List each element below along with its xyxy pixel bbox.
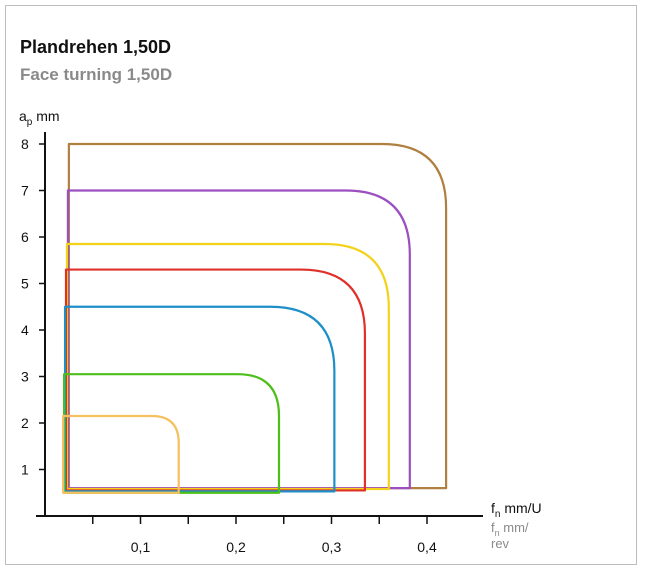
y-tick-label: 1 [21, 462, 29, 478]
y-tick-label: 4 [21, 322, 29, 338]
axes-group [36, 132, 483, 517]
y-axis-label: ap mm [19, 108, 60, 128]
x-axis-label-alt: fn mm/rev [491, 520, 529, 551]
series-line-1 [67, 142, 448, 490]
y-tick-label: 6 [21, 229, 29, 245]
x-tick-label: 0,3 [322, 539, 342, 555]
chart-subtitle: Face turning 1,50D [20, 65, 173, 84]
y-tick-label: 2 [21, 415, 29, 431]
x-tick-label: 0,2 [226, 539, 246, 555]
series-line-3 [65, 242, 390, 491]
series-line-2 [66, 189, 411, 490]
y-tick-label: 3 [21, 369, 29, 385]
series-group [62, 142, 448, 494]
x-tick-label: 0,4 [417, 539, 437, 555]
y-tick-label: 5 [21, 276, 29, 292]
chart-title: Plandrehen 1,50D [20, 37, 172, 57]
chart-frame [5, 5, 637, 565]
series-line-5 [63, 305, 336, 493]
x-axis-label: fn mm/U [491, 500, 542, 520]
y-tick-label: 8 [21, 136, 29, 152]
ticks-group: 1 2 3 4 5 6 7 8 0,1 0,2 0,3 0,4 [21, 136, 437, 555]
series-line-7 [62, 414, 180, 494]
y-tick-label: 7 [21, 183, 29, 199]
series-line-6 [62, 373, 281, 494]
series-line-4 [64, 268, 367, 492]
x-tick-label: 0,1 [131, 539, 151, 555]
